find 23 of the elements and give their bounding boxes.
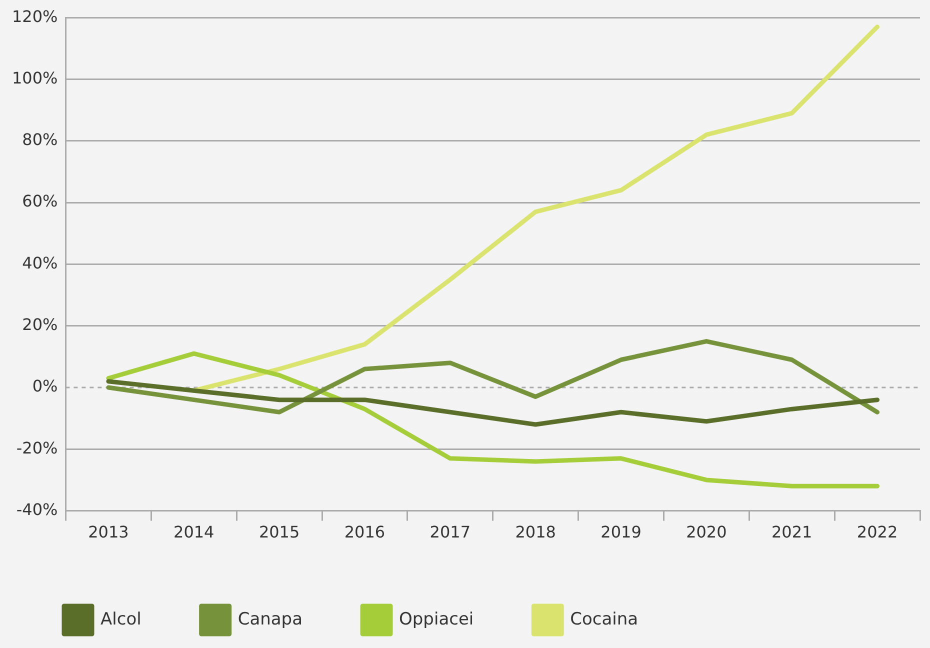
x-tick-label: 2022 [856,522,898,542]
legend-label: Alcol [100,609,142,630]
y-tick-label: 120% [12,6,58,26]
x-tick-label: 2014 [174,522,214,542]
y-tick-label: 0% [32,376,58,396]
x-tick-label: 2021 [772,522,812,542]
x-tick-label: 2015 [258,522,300,542]
y-tick-label: 60% [22,192,58,211]
y-tick-label: 100% [12,68,58,88]
legend-label: Cocaina [570,609,638,630]
x-tick-label: 2013 [88,522,129,542]
legend-label: Oppiacei [399,609,474,630]
y-tick-label: 40% [22,253,58,272]
x-tick-label: 2018 [515,522,556,542]
y-tick-label: 20% [22,315,58,334]
y-tick-label: 80% [22,130,58,150]
y-tick-label: -40% [16,500,58,519]
x-tick-label: 2019 [600,522,642,542]
y-tick-label: -20% [16,438,58,458]
x-tick-label: 2017 [430,522,471,542]
legend-label: Canapa [238,609,303,630]
x-tick-label: 2016 [344,522,386,542]
x-tick-label: 2020 [686,522,727,542]
